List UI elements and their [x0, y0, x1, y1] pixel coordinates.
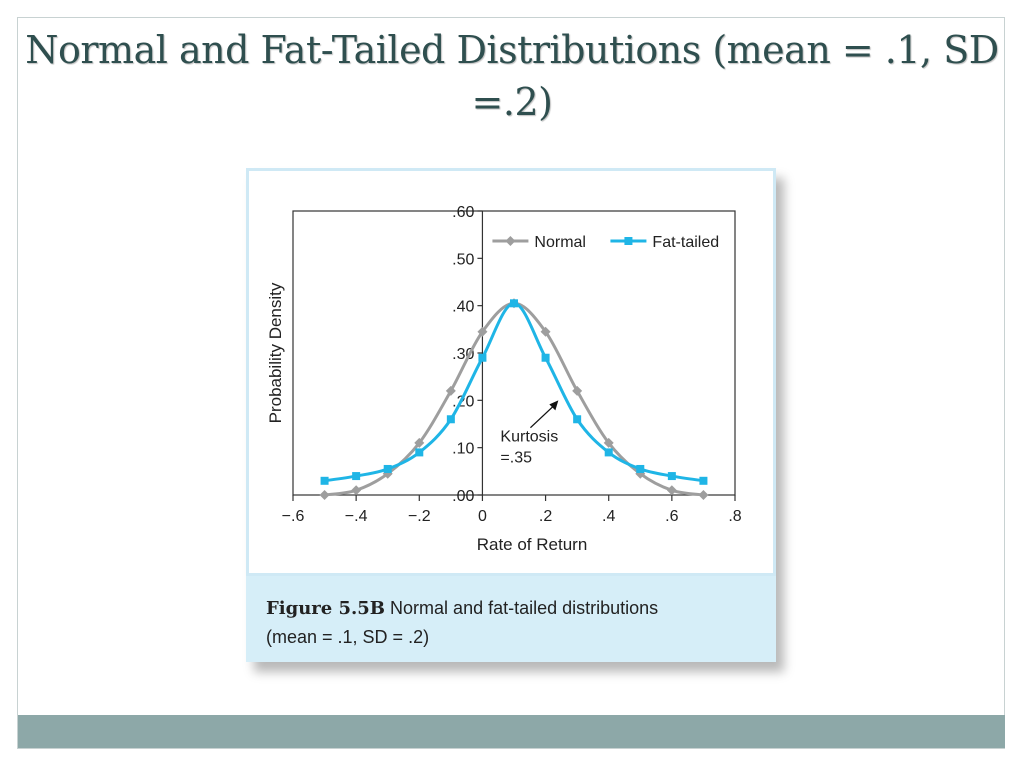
y-tick-label: .00 [452, 488, 474, 505]
data-point-fat-tailed [478, 353, 487, 362]
data-point-normal [414, 437, 425, 448]
y-tick-label: .50 [452, 251, 474, 268]
distribution-chart: −.6 −.4 −.2 0.2.4.6.8.00.10.20.30.40.50.60R… [266, 204, 742, 554]
data-point-fat-tailed [446, 415, 455, 424]
legend-label-fat-tailed: Fat-tailed [652, 234, 719, 251]
x-tick-label: −.2 [408, 508, 431, 525]
data-point-fat-tailed [636, 464, 645, 473]
annotation-arrow-head [549, 400, 559, 411]
plot-panel: −.6 −.4 −.2 0.2.4.6.8.00.10.20.30.40.50.60 R… [246, 168, 776, 576]
x-tick-label: −.4 [345, 508, 368, 525]
y-tick-label: .40 [452, 299, 474, 316]
annotation-label: Kurtosis [500, 429, 558, 446]
y-tick-label: .60 [452, 204, 474, 221]
data-point-normal [319, 490, 330, 500]
x-tick-label: 0 [478, 508, 487, 525]
figure-caption: Figure 5.5B Normal and fat-tailed distri… [246, 576, 776, 662]
annotation-arrow-line [529, 403, 556, 429]
footer-band [18, 715, 1005, 748]
x-tick-label: .4 [602, 508, 615, 525]
x-tick-label: .8 [728, 508, 741, 525]
data-point-normal [351, 485, 362, 496]
data-point-fat-tailed [352, 472, 361, 481]
legend-marker-fat-tailed [624, 237, 633, 245]
data-point-fat-tailed [510, 299, 518, 308]
y-tick-label: .10 [452, 441, 474, 458]
legend-marker-normal [505, 236, 516, 246]
data-point-normal [603, 437, 614, 448]
y-axis-title: Probability Density [266, 282, 285, 423]
x-axis-title: Rate of Return [477, 535, 588, 554]
data-point-normal [698, 490, 709, 500]
slide-title: Normal and Fat-Tailed Distributions (mea… [25, 28, 999, 124]
data-point-fat-tailed [667, 472, 676, 481]
data-point-normal [540, 326, 551, 337]
x-tick-label: .2 [539, 508, 552, 525]
data-point-fat-tailed [320, 476, 329, 485]
y-tick-label: .30 [452, 346, 474, 363]
data-point-normal [572, 385, 583, 396]
x-tick-label: .6 [665, 508, 678, 525]
data-point-fat-tailed [573, 415, 582, 424]
caption-text-line1: Normal and fat-tailed distributions [390, 598, 659, 618]
caption-text-line2: (mean = .1, SD = .2) [266, 627, 430, 647]
data-point-fat-tailed [604, 448, 613, 457]
data-point-fat-tailed [415, 448, 424, 457]
caption-label: Figure 5.5B [266, 598, 386, 619]
data-point-fat-tailed [383, 464, 392, 473]
plot-frame [292, 210, 736, 496]
figure-card: −.6 −.4 −.2 0.2.4.6.8.00.10.20.30.40.50.60 R… [246, 168, 776, 662]
annotation-value: =.35 [500, 450, 532, 467]
data-point-normal [477, 326, 488, 337]
data-point-normal [445, 385, 456, 396]
legend-label-normal: Normal [534, 234, 586, 251]
data-point-fat-tailed [699, 476, 708, 485]
data-point-normal [666, 485, 677, 496]
data-point-fat-tailed [541, 353, 550, 362]
x-tick-label: −.6 [282, 508, 305, 525]
